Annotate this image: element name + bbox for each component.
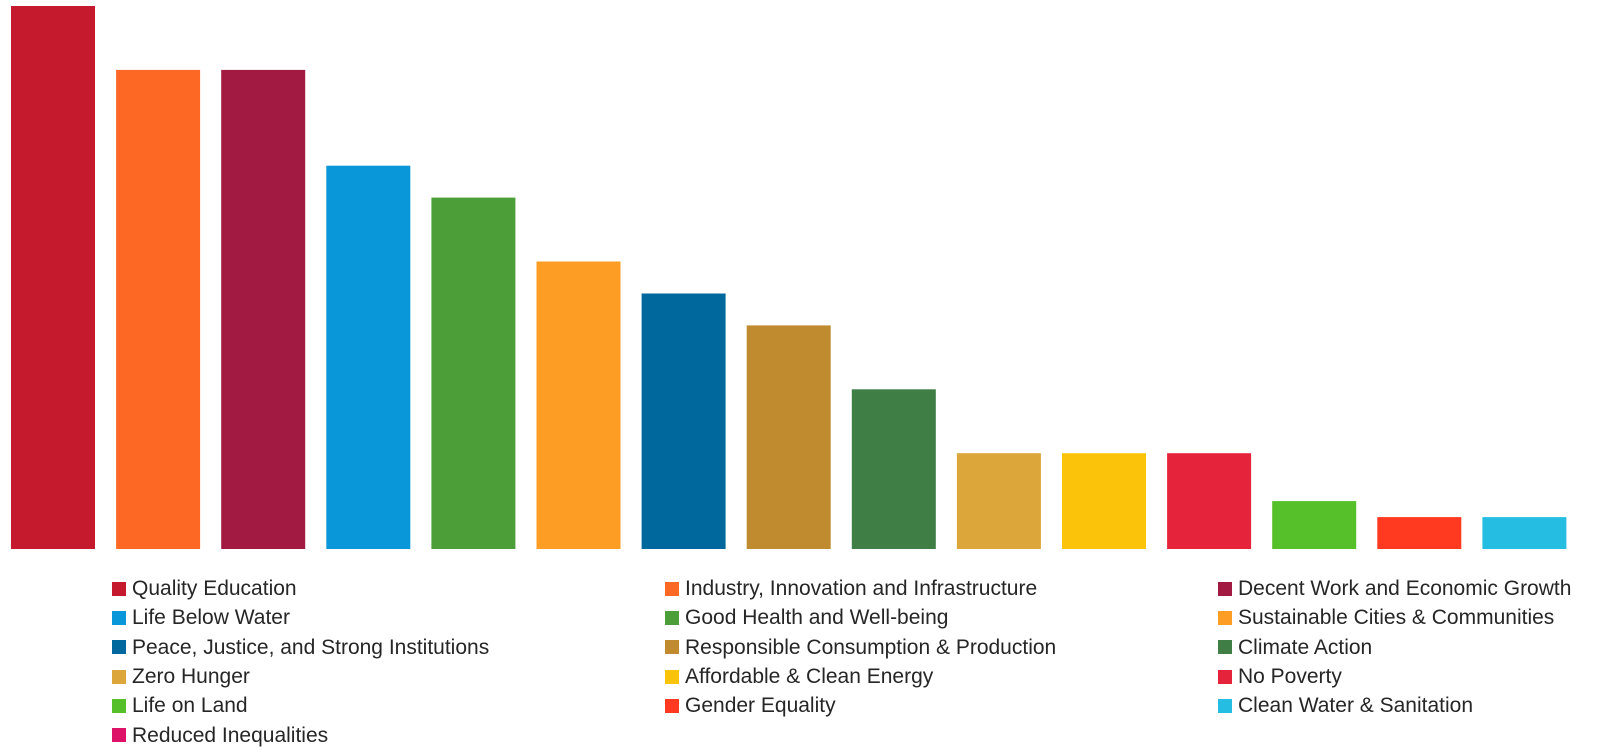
legend-label: Responsible Consumption & Production [685, 635, 1057, 659]
legend-item: Reduced Inequalities [112, 720, 665, 749]
bar-good-health-and-well-being [431, 197, 516, 549]
legend-label: Life on Land [132, 694, 248, 718]
legend-swatch [112, 728, 126, 743]
legend-item: Quality Education [112, 574, 665, 603]
legend-item: Affordable & Clean Energy [665, 662, 1218, 691]
legend-swatch [1218, 698, 1232, 713]
legend-item: Zero Hunger [112, 662, 665, 691]
legend-swatch [1218, 610, 1232, 625]
legend-item: Responsible Consumption & Production [665, 633, 1218, 662]
legend-swatch [1218, 669, 1232, 684]
legend-label: Good Health and Well-being [685, 606, 949, 630]
legend-label: Quality Education [132, 577, 297, 601]
legend-swatch [112, 698, 126, 713]
legend-item: Good Health and Well-being [665, 603, 1218, 632]
legend-label: Sustainable Cities & Communities [1238, 606, 1555, 630]
legend-item: Gender Equality [665, 691, 1218, 720]
legend-item: No Poverty [1218, 662, 1612, 691]
legend-swatch [665, 581, 679, 596]
bar-chart-plot [11, 6, 1567, 550]
bar-sustainable-cities-communities [536, 261, 621, 549]
legend-label: Climate Action [1238, 635, 1373, 659]
legend-swatch [112, 610, 126, 625]
legend-item: Industry, Innovation and Infrastructure [665, 574, 1218, 603]
legend-label: No Poverty [1238, 665, 1342, 689]
chart-legend: Quality Education Industry, Innovation an… [112, 574, 1612, 750]
legend-label: Affordable & Clean Energy [685, 665, 934, 689]
bar-no-poverty [1167, 453, 1252, 549]
legend-item: Peace, Justice, and Strong Institutions [112, 633, 665, 662]
legend-item: Sustainable Cities & Communities [1218, 603, 1612, 632]
legend-item: Life on Land [112, 691, 665, 720]
bar-life-below-water [326, 165, 411, 549]
bar-quality-education [11, 6, 95, 549]
legend-label: Zero Hunger [132, 665, 250, 689]
legend-label: Clean Water & Sanitation [1238, 694, 1474, 718]
legend-item: Decent Work and Economic Growth [1218, 574, 1612, 603]
bar-decent-work-and-economic-growth [221, 69, 306, 550]
legend-item: Life Below Water [112, 603, 665, 632]
legend-label: Decent Work and Economic Growth [1238, 577, 1572, 601]
bar-responsible-consumption-production [746, 325, 831, 549]
legend-swatch [665, 610, 679, 625]
bar-clean-water-sanitation [1482, 517, 1567, 549]
legend-item: Climate Action [1218, 633, 1612, 662]
bar-climate-action [851, 389, 936, 549]
legend-label: Industry, Innovation and Infrastructure [685, 577, 1038, 601]
legend-label: Reduced Inequalities [132, 723, 329, 747]
legend-swatch [112, 640, 126, 655]
legend-swatch [112, 669, 126, 684]
legend-swatch [1218, 581, 1232, 596]
bar-zero-hunger [956, 453, 1041, 549]
legend-swatch [665, 640, 679, 655]
bar-peace-justice-and-strong-institutions [641, 293, 726, 549]
legend-label: Life Below Water [132, 606, 290, 630]
bar-industry-innovation-and-infrastructure [116, 69, 201, 550]
legend-swatch [1218, 640, 1232, 655]
legend-swatch [112, 581, 126, 596]
legend-label: Gender Equality [685, 694, 836, 718]
legend-swatch [665, 698, 679, 713]
bar-affordable-clean-energy [1062, 453, 1146, 549]
legend-label: Peace, Justice, and Strong Institutions [132, 635, 490, 659]
legend-item: Clean Water & Sanitation [1218, 691, 1612, 720]
bar-gender-equality [1377, 517, 1462, 549]
bar-life-on-land [1272, 501, 1357, 549]
legend-swatch [665, 669, 679, 684]
